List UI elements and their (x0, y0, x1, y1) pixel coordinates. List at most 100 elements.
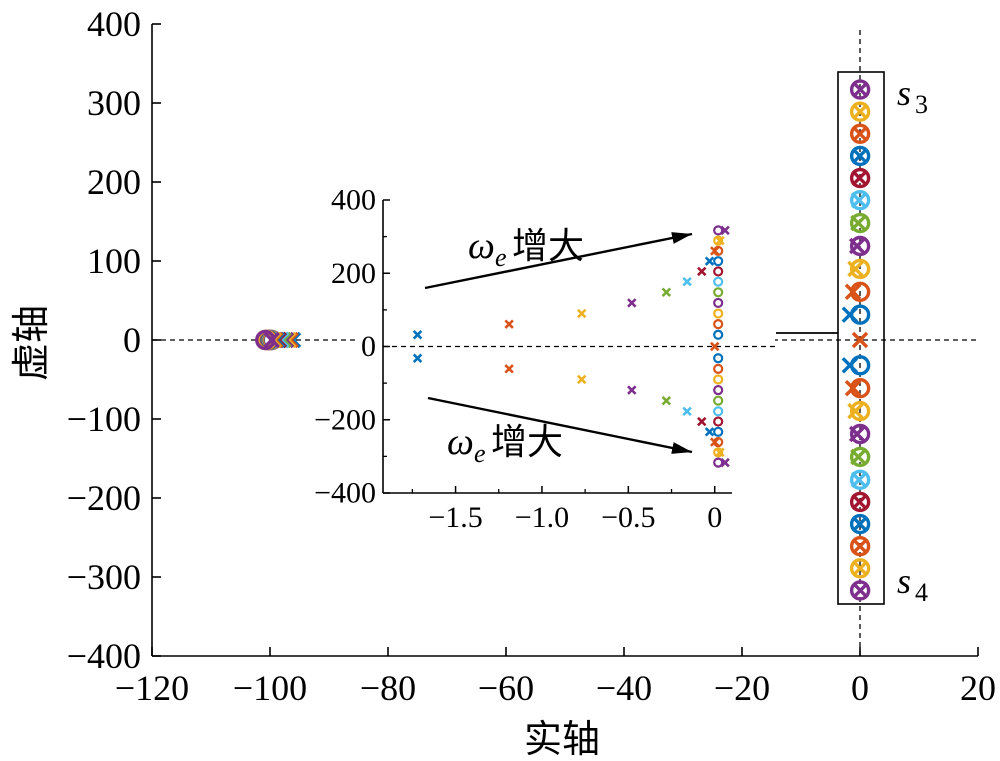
main-circle-marker (849, 491, 871, 513)
inset-circle-marker (713, 416, 724, 427)
inset-circle-marker (713, 395, 724, 406)
inset-y-tick-label: 200 (331, 257, 376, 290)
main-y-tick-label: 100 (87, 241, 141, 281)
main-cross-marker (852, 582, 869, 599)
main-y-tick-label: 200 (87, 162, 141, 202)
main-markers (255, 79, 871, 601)
inset-x-tick-label: −1.5 (428, 501, 482, 534)
inset-circle-marker (713, 353, 724, 364)
annotation-subscript: e (474, 439, 486, 468)
inset-cross-marker (682, 406, 692, 417)
inset-cross-marker (504, 364, 514, 374)
main-x-tick-label: −100 (233, 668, 307, 708)
main-cross-marker (850, 448, 867, 466)
main-cross-marker (850, 214, 867, 232)
main-cross-marker (852, 81, 869, 98)
inset-circle-marker (713, 319, 724, 330)
main-y-tick-label: 400 (87, 4, 141, 44)
inset-x-tick-label: −1.0 (515, 501, 569, 534)
main-cross-marker (851, 169, 868, 187)
inset-cross-marker (412, 330, 423, 340)
inset-circle-marker (713, 297, 724, 309)
main-cross-marker (850, 471, 868, 489)
inset-cross-marker (704, 427, 715, 437)
inset-y-tick-label: −400 (314, 477, 376, 510)
region-label-symbol: s (897, 73, 911, 113)
inset-cross-marker (682, 276, 692, 287)
main-y-tick-label: −200 (67, 478, 141, 518)
main-cross-marker (851, 537, 869, 555)
main-x-tick-label: −40 (596, 668, 652, 708)
inset-cross-marker (710, 437, 720, 447)
main-x-tick-label: −60 (478, 668, 534, 708)
main-cross-marker (851, 493, 868, 511)
inset-circle-marker (713, 384, 724, 396)
main-cross-marker (847, 402, 864, 420)
main-cross-marker (851, 560, 869, 577)
main-cross-marker (851, 103, 869, 120)
inset-cross-marker (576, 374, 587, 385)
main-x-axis-label: 实轴 (524, 719, 600, 761)
main-cross-marker (848, 237, 866, 255)
inset-y-tick-label: 0 (361, 330, 376, 363)
annotation-arrow (427, 396, 693, 454)
region-label-subscript: 4 (915, 578, 928, 607)
region-label-symbol: s (897, 561, 911, 601)
inset-cross-marker (504, 319, 514, 329)
inset-cross-marker (697, 266, 707, 277)
annotation-subscript: e (495, 243, 507, 272)
inset-cross-marker (715, 235, 725, 246)
main-circle-marker (849, 123, 871, 145)
main-cross-marker (851, 147, 869, 165)
main-circle-marker (849, 469, 871, 491)
main-circle-marker (849, 167, 871, 189)
annotation-text: 增大 (512, 226, 584, 266)
inset-circle-marker (713, 256, 724, 267)
main-cross-marker (851, 125, 869, 143)
inset-y-tick-label: −200 (314, 403, 376, 436)
main-circle-marker (849, 79, 871, 100)
main-circle-marker (849, 535, 871, 557)
inset-cross-marker (661, 287, 672, 298)
inset-cross-marker (627, 385, 637, 395)
main-x-tick-label: 20 (960, 668, 996, 708)
inset-cross-marker (704, 256, 715, 266)
inset-cross-marker (627, 298, 637, 308)
main-cross-marker (841, 357, 859, 374)
inset-circle-marker (713, 287, 724, 298)
main-circle-marker (849, 101, 871, 122)
main-cross-marker (844, 379, 862, 397)
main-x-tick-label: −20 (714, 668, 770, 708)
inset-circle-marker (713, 235, 724, 246)
inset-circle-marker (713, 426, 724, 437)
inset-circle-marker (713, 225, 724, 236)
zoom-box (837, 71, 885, 605)
inset-circle-marker (713, 329, 724, 340)
main-cross-marker (844, 283, 862, 301)
main-cross-marker (263, 331, 280, 349)
main-circle-marker (849, 423, 871, 445)
main-cross-marker (848, 425, 866, 443)
inset-cross-marker (710, 246, 720, 256)
main-x-tick-label: −80 (360, 668, 416, 708)
main-circle-marker (849, 513, 871, 535)
annotation-text: 增大 (491, 422, 563, 462)
main-y-tick-label: −400 (67, 636, 141, 676)
inset-circle-marker (713, 457, 724, 468)
annotation-arrow (424, 232, 693, 290)
inset-circle-marker (713, 266, 724, 277)
main-circle-marker (849, 189, 871, 211)
inset-circle-marker (713, 374, 724, 385)
inset-cross-marker (710, 341, 720, 352)
main-cross-marker (847, 260, 864, 278)
main-circle-marker (849, 212, 871, 234)
inset-markers (412, 225, 730, 468)
inset-circle-marker (713, 447, 724, 458)
inset-cross-marker (715, 447, 725, 458)
inset-x-tick-label: −0.5 (601, 501, 655, 534)
inset-cross-marker (720, 457, 730, 468)
